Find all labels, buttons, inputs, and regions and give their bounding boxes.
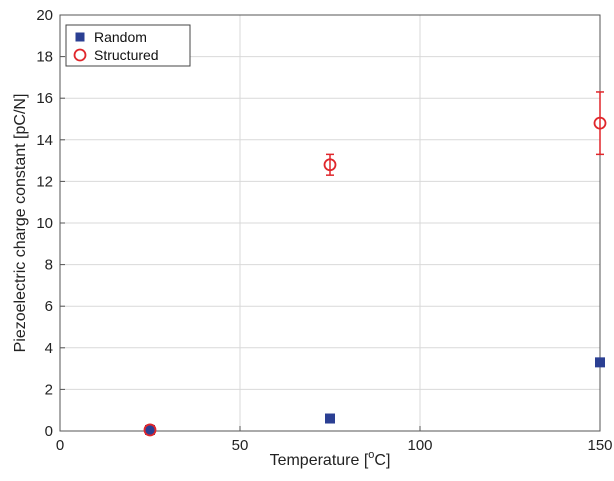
- random-point: [595, 357, 605, 368]
- x-tick-label: 50: [232, 437, 249, 454]
- y-tick-label: 12: [36, 173, 53, 190]
- y-tick-label: 0: [45, 423, 53, 440]
- structured-point: [323, 158, 337, 172]
- x-axis-title: Temperature [oC]: [270, 449, 391, 469]
- legend-structured-label: Structured: [94, 47, 159, 63]
- axis-ticks: [59, 14, 601, 432]
- x-tick-label: 100: [407, 437, 432, 454]
- y-tick-label: 2: [45, 381, 53, 398]
- y-tick-label: 8: [45, 257, 53, 274]
- x-tick-label: 0: [56, 437, 64, 454]
- legend-structured-marker: [73, 48, 87, 62]
- legend-random-marker: [75, 32, 85, 42]
- random-point: [145, 424, 155, 435]
- y-tick-label: 18: [36, 49, 53, 66]
- y-tick-labels: 0 2 4 6 8 10 12 14 16 18 20: [36, 7, 53, 440]
- y-tick-label: 4: [45, 340, 53, 357]
- y-tick-label: 6: [45, 298, 53, 315]
- y-tick-label: 16: [36, 90, 53, 107]
- data-marks: [143, 91, 607, 437]
- x-tick-labels: 0 50 100 150: [56, 437, 613, 454]
- structured-point: [593, 116, 607, 130]
- legend-box: [65, 24, 191, 67]
- x-tick-label: 150: [587, 437, 612, 454]
- random-point: [325, 413, 335, 424]
- legend-random-label: Random: [94, 29, 147, 45]
- y-tick-label: 20: [36, 7, 53, 24]
- y-axis-title: Piezoelectric charge constant [pC/N]: [12, 94, 29, 353]
- structured-point: [143, 423, 157, 437]
- y-tick-label: 14: [36, 132, 53, 149]
- legend: Random Structured: [65, 24, 191, 67]
- y-tick-label: 10: [36, 215, 53, 232]
